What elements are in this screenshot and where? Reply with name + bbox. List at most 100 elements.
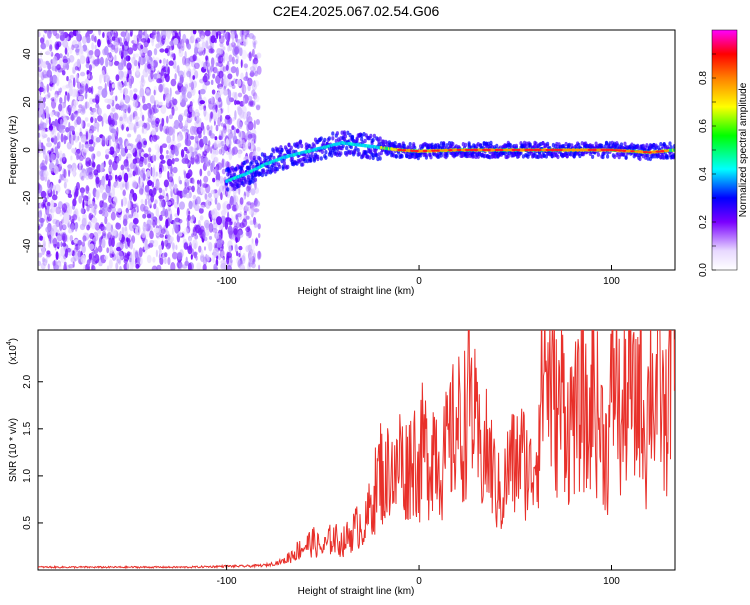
- track-halo: [245, 159, 249, 164]
- noise-cell: [256, 65, 262, 75]
- noise-cell: [255, 237, 259, 247]
- noise-cell: [117, 81, 123, 91]
- noise-cell: [41, 145, 46, 151]
- noise-cell: [188, 210, 191, 215]
- noise-cell: [66, 52, 70, 57]
- noise-cell: [219, 185, 224, 193]
- noise-cell: [147, 153, 152, 163]
- noise-cell: [149, 240, 155, 245]
- noise-cell: [185, 63, 191, 69]
- noise-cell: [255, 119, 260, 125]
- noise-cell: [109, 245, 113, 254]
- noise-cell: [70, 147, 76, 154]
- noise-cell: [68, 169, 71, 177]
- noise-cell: [40, 71, 45, 81]
- track-peak: [549, 148, 555, 152]
- noise-cell: [166, 201, 172, 206]
- noise-cell: [150, 69, 154, 80]
- noise-cell: [211, 89, 216, 95]
- noise-cell: [59, 158, 63, 167]
- noise-cell: [227, 225, 233, 236]
- noise-cell: [168, 60, 174, 66]
- noise-cell: [149, 107, 155, 116]
- noise-cell: [88, 203, 93, 209]
- noise-cell: [56, 41, 62, 48]
- noise-cell: [158, 195, 165, 200]
- noise-cell: [91, 160, 96, 171]
- noise-cell: [104, 74, 111, 83]
- noise-cell: [127, 47, 134, 55]
- noise-cell: [109, 83, 112, 92]
- noise-cell: [92, 98, 98, 103]
- noise-cell: [127, 77, 131, 88]
- noise-cell: [234, 46, 240, 55]
- noise-cell: [87, 87, 92, 93]
- track-halo: [242, 182, 246, 187]
- noise-cell: [202, 135, 208, 145]
- track-peak: [617, 149, 623, 152]
- noise-cell: [70, 134, 74, 145]
- noise-cell: [111, 30, 114, 35]
- track-peak: [528, 148, 534, 152]
- noise-cell: [244, 35, 247, 40]
- noise-cell: [105, 57, 109, 68]
- noise-cell: [79, 85, 85, 95]
- x-tick-label: 100: [603, 576, 620, 587]
- noise-cell: [214, 38, 217, 44]
- noise-cell: [164, 208, 169, 218]
- noise-cell: [239, 47, 243, 57]
- noise-cell: [97, 228, 102, 235]
- noise-cell: [125, 207, 129, 214]
- noise-cell: [207, 170, 211, 177]
- noise-cell: [51, 194, 58, 201]
- noise-cell: [194, 204, 200, 212]
- noise-cell: [243, 156, 250, 161]
- noise-cell: [189, 105, 194, 113]
- track-halo: [296, 144, 300, 149]
- noise-cell: [213, 263, 218, 270]
- noise-cell: [152, 187, 157, 195]
- noise-cell: [125, 210, 130, 220]
- noise-cell: [91, 265, 96, 270]
- noise-cell: [176, 207, 180, 216]
- noise-cell: [69, 82, 74, 90]
- noise-cell: [254, 221, 258, 228]
- snr-y-label: SNR (10 * v/v): [8, 418, 19, 482]
- noise-cell: [235, 128, 240, 134]
- noise-cell: [114, 120, 118, 126]
- noise-cell: [165, 230, 170, 238]
- noise-cell: [167, 257, 171, 265]
- noise-cell: [130, 31, 133, 37]
- track-halo: [234, 166, 238, 171]
- noise-cell: [240, 59, 243, 68]
- noise-cell: [139, 178, 144, 187]
- noise-cell: [140, 75, 145, 84]
- track-halo: [408, 142, 412, 147]
- noise-cell: [246, 114, 249, 123]
- noise-cell: [228, 54, 233, 63]
- noise-cell: [167, 205, 171, 212]
- noise-cell: [39, 235, 44, 241]
- noise-cell: [117, 62, 124, 71]
- noise-cell: [146, 254, 152, 264]
- noise-cell: [49, 152, 55, 162]
- noise-cell: [233, 30, 237, 36]
- noise-cell: [50, 153, 57, 163]
- noise-cell: [60, 133, 64, 143]
- track-peak: [613, 149, 619, 152]
- noise-cell: [120, 98, 125, 105]
- noise-cell: [92, 231, 99, 242]
- noise-cell: [79, 55, 86, 64]
- noise-cell: [161, 199, 166, 208]
- noise-cell: [162, 83, 165, 90]
- noise-cell: [240, 255, 246, 265]
- noise-cell: [248, 254, 253, 264]
- noise-cell: [188, 235, 192, 242]
- noise-cell: [158, 187, 163, 194]
- noise-cell: [169, 213, 173, 222]
- noise-cell: [159, 214, 163, 221]
- noise-cell: [237, 138, 243, 148]
- colorbar-tick-label: 0.0: [698, 263, 709, 277]
- noise-cell: [81, 188, 84, 198]
